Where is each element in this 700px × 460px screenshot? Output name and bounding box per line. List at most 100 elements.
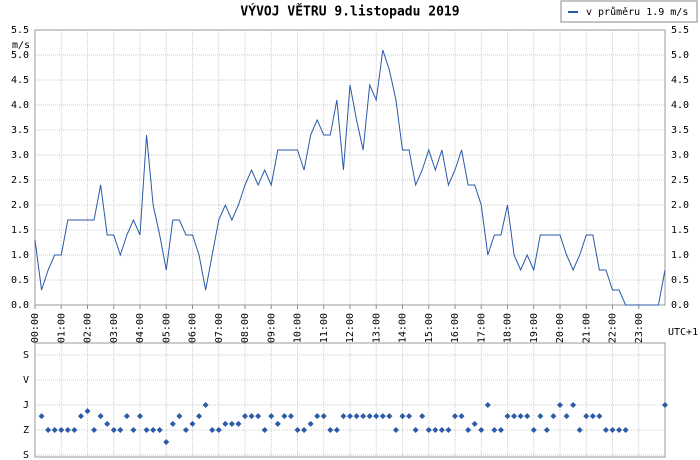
wind-direction-point [261,427,268,433]
wind-direction-point [320,413,327,420]
x-tick-label: 15:00 [424,313,435,343]
y-tick-label: 2.5 [11,175,29,186]
wind-direction-point [307,420,314,427]
wind-direction-point [274,420,281,427]
y-tick-label: 5.5 [671,25,689,36]
y-tick-label: 3.0 [671,150,689,161]
wind-direction-point [327,427,334,433]
wind-direction-point [511,413,518,420]
x-axis-label: UTC+1 [668,327,698,338]
wind-direction-point [524,413,531,420]
wind-direction-point [465,427,472,433]
wind-direction-point [77,413,84,420]
wind-direction-point [530,427,537,433]
x-tick-label: 17:00 [476,313,487,343]
wind-direction-point [537,413,544,420]
x-tick-label: 23:00 [634,313,645,343]
wind-direction-point [215,427,222,433]
wind-direction-point [563,413,570,420]
wind-direction-point [471,420,478,427]
wind-direction-point [58,427,65,433]
wind-direction-point [458,413,465,420]
wind-direction-point [504,413,511,420]
wind-direction-point [301,427,308,433]
wind-direction-point [360,413,367,420]
wind-direction-point [130,427,137,433]
y-tick-label: 2.0 [671,200,689,211]
x-tick-label: 12:00 [345,313,356,343]
y-tick-label: 5.0 [11,50,29,61]
wind-direction-point [51,427,58,433]
wind-direction-point [340,413,347,420]
wind-direction-point [64,427,71,433]
x-tick-label: 01:00 [56,313,67,343]
wind-direction-point [169,420,176,427]
x-tick-label: 10:00 [293,313,304,343]
x-tick-label: 20:00 [555,313,566,343]
wind-direction-point [268,413,275,420]
data-line [34,49,666,306]
x-tick-label: 13:00 [371,313,382,343]
x-tick-label: 11:00 [319,313,330,343]
x-tick-label: 14:00 [398,313,409,343]
wind-direction-point [557,402,563,408]
y-tick-label: 0.0 [671,300,689,311]
y-tick-label: 3.0 [11,150,29,161]
wind-direction-point [602,427,609,433]
x-tick-label: 18:00 [503,313,514,343]
wind-direction-point [156,427,163,433]
y-tick-label: 4.5 [671,75,689,86]
wind-direction-point [373,413,380,420]
y-tick-label: 3.5 [671,125,689,136]
y-tick-label: 1.0 [671,250,689,261]
y-tick-label: 2.5 [671,175,689,186]
wind-direction-point [432,427,439,433]
y-tick-label: 4.0 [671,100,689,111]
wind-direction-point [314,413,321,420]
x-tick-label: 05:00 [161,313,172,343]
legend-label: v průměru 1.9 m/s [586,6,688,18]
wind-direction-point [550,413,557,420]
wind-direction-point [379,413,386,420]
x-tick-label: 19:00 [529,313,540,343]
y-tick-label: 5.5 [11,25,29,36]
wind-direction-point [386,413,393,420]
x-tick-label: 08:00 [240,313,251,343]
wind-direction-point [248,413,255,420]
wind-direction-point [392,427,399,433]
wind-direction-point [176,413,183,420]
y-tick-label: 5.0 [671,50,689,61]
x-tick-label: 09:00 [266,313,277,343]
wind-direction-point [478,427,485,433]
wind-direction-point [281,413,288,420]
wind-direction-point [123,413,130,420]
wind-direction-point [609,427,616,433]
y-tick-label: S [23,450,29,460]
y-axis-label: m/s [12,40,30,51]
wind-direction-point [287,413,294,420]
wind-direction-point [202,402,209,408]
wind-direction-point [452,413,458,420]
x-tick-label: 04:00 [135,313,146,343]
wind-direction-point [242,413,248,420]
wind-direction-point [491,427,498,433]
y-tick-label: 1.5 [11,225,29,236]
wind-direction-point [137,413,143,420]
wind-direction-point [399,413,406,420]
wind-direction-point [419,413,426,420]
x-tick-label: 02:00 [83,313,94,343]
wind-direction-point [71,427,78,433]
wind-direction-point [589,413,596,420]
wind-direction-point [84,408,91,415]
wind-direction-point [543,427,550,433]
wind-direction-point [38,413,45,420]
chart-title: VÝVOJ VĚTRU 9.listopadu 2019 [240,4,459,20]
wind-direction-point [484,402,491,408]
x-tick-label: 21:00 [581,313,592,343]
wind-direction-point [104,420,111,427]
wind-direction-point [97,413,104,420]
wind-direction-point [182,427,189,433]
x-tick-label: 16:00 [450,313,461,343]
y-tick-label: 4.5 [11,75,29,86]
